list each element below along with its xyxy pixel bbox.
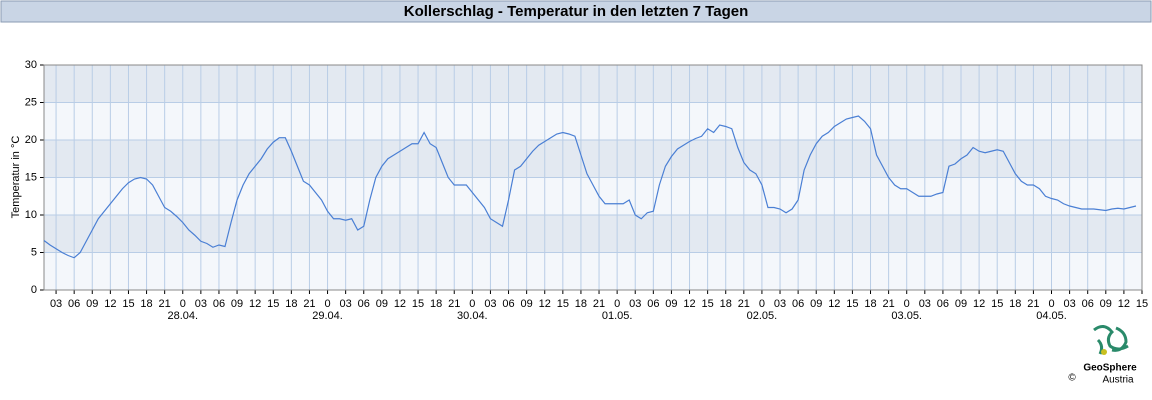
y-tick-label: 5 [31, 246, 37, 258]
band [44, 140, 1142, 178]
x-tick-label: 0 [904, 298, 910, 310]
temperature-line [43, 115, 1137, 259]
band [44, 215, 1142, 253]
logo-dot [1101, 349, 1107, 355]
x-tick-label: 09 [1100, 298, 1112, 310]
x-tick-label: 06 [937, 298, 949, 310]
band [44, 102, 1142, 140]
x-tick-label: 12 [1118, 298, 1130, 310]
y-tick-label: 15 [25, 171, 37, 183]
x-tick-label: 12 [828, 298, 840, 310]
x-tick-label: 21 [593, 298, 605, 310]
x-tick-label: 15 [846, 298, 858, 310]
x-tick-label: 09 [955, 298, 967, 310]
copyright: © [1068, 373, 1076, 384]
x-tick-label: 18 [720, 298, 732, 310]
band [44, 252, 1142, 290]
x-tick-label: 09 [231, 298, 243, 310]
logo-sub: Austria [1102, 375, 1134, 386]
x-tick-label: 03 [340, 298, 352, 310]
x-tick-label: 06 [213, 298, 225, 310]
x-tick-label: 21 [882, 298, 894, 310]
date-label: 28.04. [167, 310, 198, 322]
x-tick-label: 15 [267, 298, 279, 310]
x-tick-label: 18 [285, 298, 297, 310]
x-tick-label: 15 [1136, 298, 1148, 310]
date-label: 01.05. [602, 310, 633, 322]
y-axis-label: Temperatur in °C [10, 136, 22, 219]
x-tick-label: 15 [991, 298, 1003, 310]
y-tick-label: 20 [25, 134, 37, 146]
x-tick-label: 15 [122, 298, 134, 310]
x-tick-label: 09 [810, 298, 822, 310]
logo: GeoSphere Austria © [1068, 325, 1137, 386]
x-tick-label: 15 [702, 298, 714, 310]
x-tick-label: 06 [502, 298, 514, 310]
x-tick-label: 18 [575, 298, 587, 310]
x-tick-label: 0 [1048, 298, 1054, 310]
x-tick-label: 12 [249, 298, 261, 310]
x-tick-label: 06 [68, 298, 80, 310]
x-tick-label: 12 [539, 298, 551, 310]
x-tick-label: 18 [864, 298, 876, 310]
x-tick-label: 06 [647, 298, 659, 310]
x-tick-label: 0 [180, 298, 186, 310]
x-tick-label: 0 [759, 298, 765, 310]
x-tick-label: 09 [521, 298, 533, 310]
x-tick-label: 15 [557, 298, 569, 310]
x-tick-label: 06 [358, 298, 370, 310]
x-tick-label: 03 [629, 298, 641, 310]
logo-mark [1093, 325, 1129, 355]
x-tick-label: 21 [303, 298, 315, 310]
x-tick-label: 18 [140, 298, 152, 310]
x-tick-label: 21 [738, 298, 750, 310]
x-tick-label: 03 [919, 298, 931, 310]
x-tick-label: 03 [1063, 298, 1075, 310]
plot: 0 5 10 15 20 25 30 03 06 09 12 15 18 21 0 03 06 09 12 15 18 2… [25, 59, 1148, 322]
y-tick-label: 10 [25, 209, 37, 221]
chart-title: Kollerschlag - Temperatur in den letzten… [404, 3, 749, 20]
x-tick-label: 03 [195, 298, 207, 310]
x-tick-label: 03 [484, 298, 496, 310]
x-tick-label: 03 [50, 298, 62, 310]
x-tick-label: 09 [376, 298, 388, 310]
x-tick-label: 12 [104, 298, 116, 310]
band [44, 177, 1142, 215]
title-bar [0, 0, 1152, 23]
x-tick-label: 21 [159, 298, 171, 310]
date-label: 04.05. [1036, 310, 1067, 322]
plot-border [43, 64, 1143, 291]
date-label: 29.04. [312, 310, 343, 322]
date-label: 02.05. [747, 310, 778, 322]
band [44, 65, 1142, 103]
logo-name: GeoSphere [1083, 363, 1137, 374]
x-tick-label: 03 [774, 298, 786, 310]
date-label: 03.05. [891, 310, 922, 322]
y-tick-label: 30 [25, 59, 37, 71]
x-tick-label: 0 [469, 298, 475, 310]
x-tick-label: 12 [973, 298, 985, 310]
y-tick-label: 25 [25, 96, 37, 108]
x-tick-label: 0 [614, 298, 620, 310]
y-tick-label: 0 [31, 284, 37, 296]
x-tick-label: 21 [1027, 298, 1039, 310]
date-label: 30.04. [457, 310, 488, 322]
x-tick-label: 18 [1009, 298, 1021, 310]
x-tick-label: 15 [412, 298, 424, 310]
x-tick-label: 06 [1082, 298, 1094, 310]
x-tick-label: 21 [448, 298, 460, 310]
x-tick-label: 12 [683, 298, 695, 310]
x-tick-label: 18 [430, 298, 442, 310]
x-tick-label: 09 [665, 298, 677, 310]
x-tick-label: 12 [394, 298, 406, 310]
x-tick-label: 06 [792, 298, 804, 310]
x-tick-label: 09 [86, 298, 98, 310]
x-tick-label: 0 [324, 298, 330, 310]
